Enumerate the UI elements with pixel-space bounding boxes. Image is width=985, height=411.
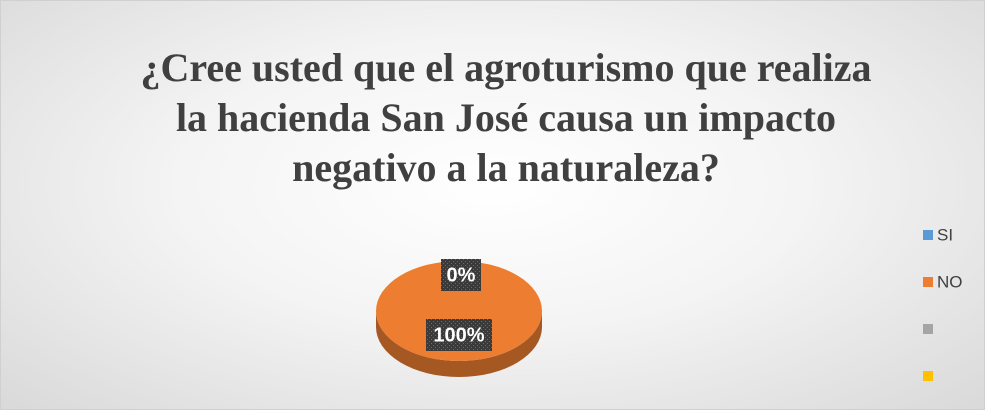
legend-label: SI (937, 225, 953, 244)
pie-slice (376, 261, 542, 361)
chart-title: ¿Cree usted que el agroturismo que reali… (140, 45, 872, 190)
legend-swatch (923, 230, 933, 240)
legend-swatch (923, 324, 933, 334)
pie-side (376, 311, 542, 377)
data-label-box (441, 259, 481, 291)
legend-swatch (923, 371, 933, 381)
legend-label: NO (937, 272, 963, 291)
data-label: 100% (433, 324, 484, 346)
data-label-box (426, 319, 492, 351)
data-label: 0% (447, 264, 476, 286)
legend-swatch (923, 277, 933, 287)
